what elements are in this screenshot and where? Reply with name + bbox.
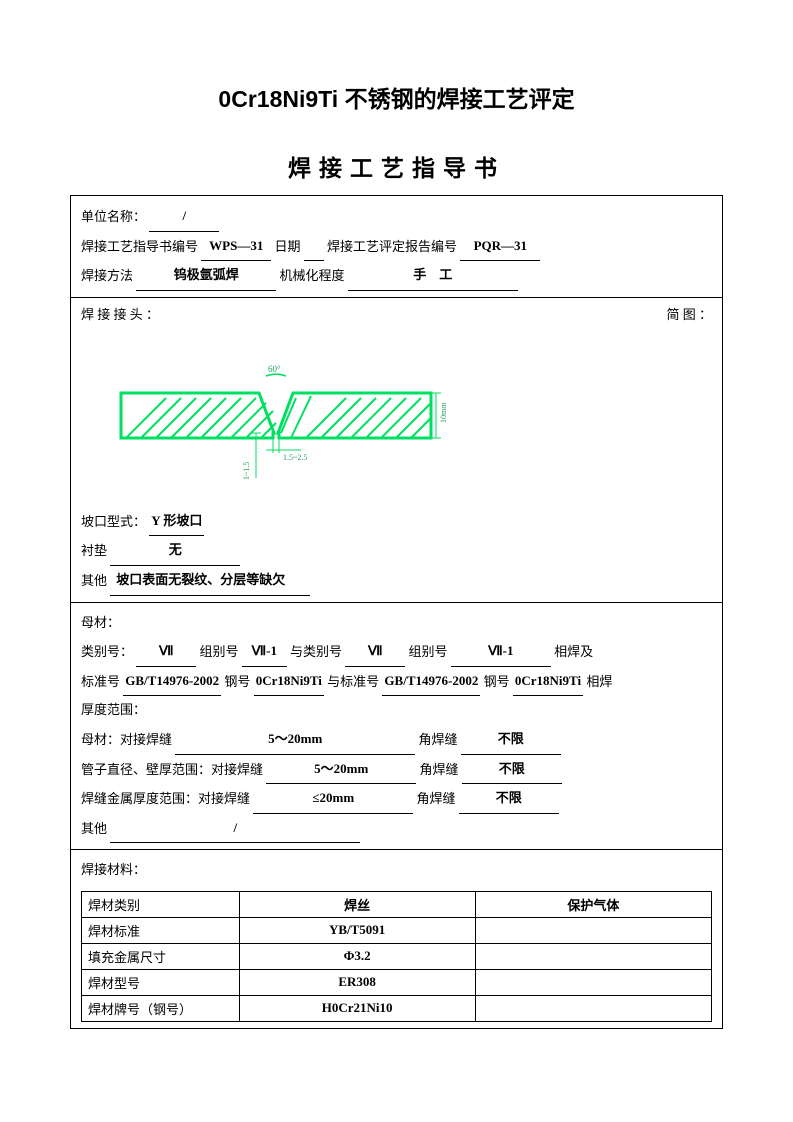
base-header: 母材：: [81, 609, 712, 638]
table-row: 焊材型号 ER308: [82, 969, 712, 995]
base-other-value: /: [110, 814, 360, 844]
mat-label: 焊材类别: [82, 891, 240, 917]
unit-value: /: [149, 202, 219, 232]
backing-value: 无: [110, 536, 240, 566]
butt-label: 母材：对接焊缝: [81, 732, 172, 747]
fillet-label: 角焊缝: [419, 732, 458, 747]
wps-label: 焊接工艺指导书编号: [81, 239, 198, 254]
joint-other-value: 坡口表面无裂纹、分层等缺欠: [110, 566, 310, 596]
sub-title: 焊接工艺指导书: [70, 149, 723, 183]
pqr-value: PQR—31: [460, 232, 540, 262]
butt-value: 5～20mm: [175, 725, 415, 755]
weld-diagram: 60° 10mm 1.5~2.5 1~1.5: [101, 338, 712, 492]
fillet-value: 不限: [461, 725, 561, 755]
mat-c1: Φ3.2: [239, 943, 475, 969]
with-steel-label: 钢号: [484, 674, 510, 689]
joint-header-left: 焊 接 接 头 ：: [81, 304, 159, 323]
diagram-gap: 1.5~2.5: [283, 453, 307, 462]
form-container: 单位名称： / 焊接工艺指导书编号 WPS—31 日期 焊接工艺评定报告编号 P…: [70, 195, 723, 1029]
date-value: [304, 232, 324, 262]
mat-label: 焊材牌号（钢号）: [82, 995, 240, 1021]
mat-c2: [475, 969, 711, 995]
group-value: Ⅶ-1: [242, 637, 287, 667]
mat-c1: H0Cr21Ni10: [239, 995, 475, 1021]
with-cat-value: Ⅶ: [345, 637, 405, 667]
std-label: 标准号: [81, 674, 120, 689]
mat-label: 焊材型号: [82, 969, 240, 995]
section-base-material: 母材： 类别号： Ⅶ 组别号 Ⅶ-1 与类别号 Ⅶ 组别号 Ⅶ-1 相焊及 标准…: [71, 602, 722, 850]
method-label: 焊接方法: [81, 268, 133, 283]
mat-label: 填充金属尺寸: [82, 943, 240, 969]
material-table: 焊材类别 焊丝 保护气体 焊材标准 YB/T5091 填充金属尺寸 Φ3.2 焊…: [81, 891, 712, 1022]
with-group-label: 组别号: [409, 644, 448, 659]
mat-c1: 焊丝: [239, 891, 475, 917]
pipe-value: 5～20mm: [266, 755, 416, 785]
diagram-angle: 60°: [268, 364, 281, 374]
weld-fillet-value: 不限: [459, 784, 559, 814]
mat-c1: YB/T5091: [239, 917, 475, 943]
cat-label: 类别号：: [81, 644, 133, 659]
main-title: 0Cr18Ni9Ti 不锈钢的焊接工艺评定: [70, 80, 723, 114]
joint-other-label: 其他: [81, 573, 107, 588]
pipe-fillet-value: 不限: [462, 755, 562, 785]
with-cat-label: 与类别号: [290, 644, 342, 659]
steel-label: 钢号: [224, 674, 250, 689]
pipe-fillet-label: 角焊缝: [420, 762, 459, 777]
tail2: 相焊: [586, 674, 612, 689]
mat-c2: 保护气体: [475, 891, 711, 917]
date-label: 日期: [275, 239, 301, 254]
mat-c1: ER308: [239, 969, 475, 995]
pqr-label: 焊接工艺评定报告编号: [327, 239, 457, 254]
table-row: 焊材标准 YB/T5091: [82, 917, 712, 943]
table-row: 焊材牌号（钢号） H0Cr21Ni10: [82, 995, 712, 1021]
diagram-root: 1~1.5: [242, 461, 251, 479]
thick-header: 厚度范围：: [81, 696, 712, 725]
table-row: 填充金属尺寸 Φ3.2: [82, 943, 712, 969]
cat-value: Ⅶ: [136, 637, 196, 667]
tail1: 相焊及: [554, 644, 593, 659]
section-header: 单位名称： / 焊接工艺指导书编号 WPS—31 日期 焊接工艺评定报告编号 P…: [71, 196, 722, 297]
table-row: 焊材类别 焊丝 保护气体: [82, 891, 712, 917]
mat-c2: [475, 943, 711, 969]
steel-value: 0Cr18Ni9Ti: [254, 667, 324, 697]
weld-label: 焊缝金属厚度范围：对接焊缝: [81, 791, 250, 806]
wps-value: WPS—31: [201, 232, 271, 262]
groove-value: Y 形坡口: [149, 507, 204, 537]
group-label: 组别号: [200, 644, 239, 659]
std-value: GB/T14976-2002: [123, 667, 221, 697]
method-value: 钨极氩弧焊: [136, 261, 276, 291]
mat-c2: [475, 917, 711, 943]
mat-label: 焊材标准: [82, 917, 240, 943]
unit-label: 单位名称：: [81, 209, 146, 224]
section-joint: 焊 接 接 头 ： 简 图 ：: [71, 297, 722, 602]
weld-value: ≤20mm: [253, 784, 413, 814]
with-group-value: Ⅶ-1: [451, 637, 551, 667]
groove-label: 坡口型式：: [81, 514, 146, 529]
mat-c2: [475, 995, 711, 1021]
mech-value: 手 工: [348, 261, 518, 291]
with-steel-value: 0Cr18Ni9Ti: [513, 667, 583, 697]
with-std-value: GB/T14976-2002: [382, 667, 480, 697]
material-header: 焊接材料：: [81, 856, 712, 885]
backing-label: 衬垫: [81, 543, 107, 558]
diagram-height: 10mm: [439, 402, 448, 423]
section-weld-material: 焊接材料： 焊材类别 焊丝 保护气体 焊材标准 YB/T5091 填充金属尺寸 …: [71, 849, 722, 1028]
pipe-label: 管子直径、壁厚范围：对接焊缝: [81, 762, 263, 777]
joint-header-right: 简 图 ：: [666, 304, 712, 323]
with-std-label: 与标准号: [327, 674, 379, 689]
base-other-label: 其他: [81, 821, 107, 836]
mech-label: 机械化程度: [280, 268, 345, 283]
weld-fillet-label: 角焊缝: [417, 791, 456, 806]
